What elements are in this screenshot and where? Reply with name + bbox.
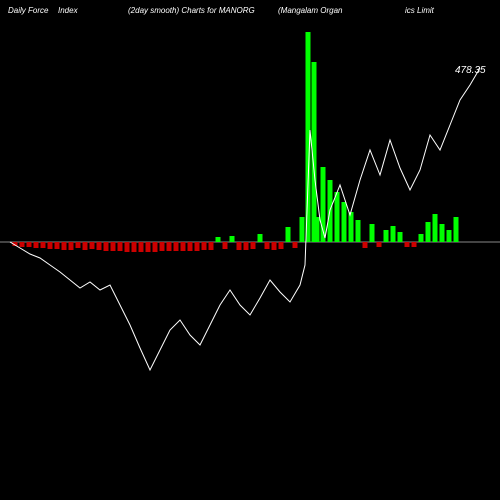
chart-svg (0, 30, 500, 480)
price-label: 478.35 (455, 65, 486, 76)
header-part4: (Mangalam Organ (278, 6, 342, 15)
header-part3: (2day smooth) Charts for MANORG (128, 6, 255, 15)
chart-header: Daily Force Index (2day smooth) Charts f… (0, 6, 500, 20)
header-part2: Index (58, 6, 78, 15)
header-part5: ics Limit (405, 6, 434, 15)
header-part1: Daily Force (8, 6, 48, 15)
force-index-chart: 478.35 (0, 30, 500, 480)
